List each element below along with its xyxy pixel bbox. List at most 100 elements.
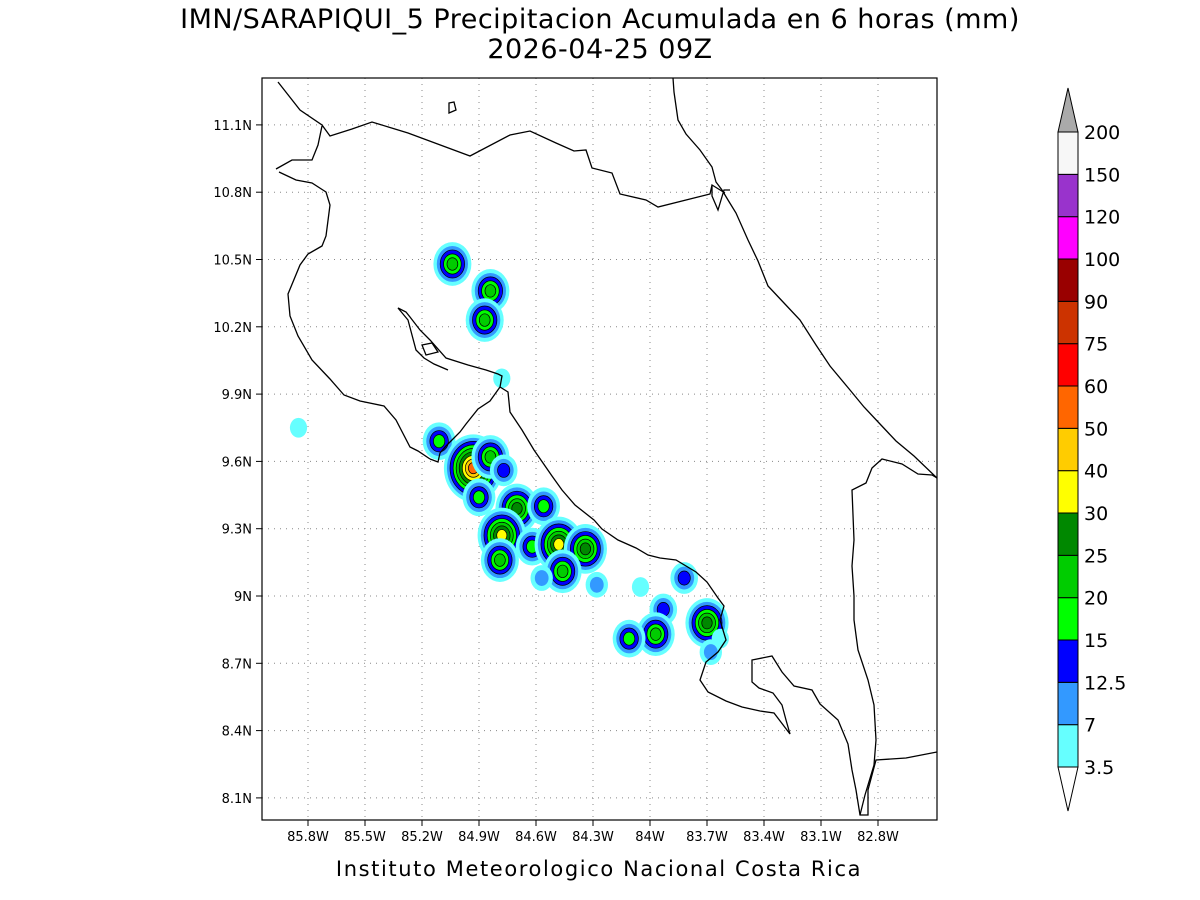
precip-cell	[543, 549, 582, 594]
colorbar-segment	[1057, 470, 1079, 514]
precip-contour	[446, 257, 459, 271]
lake-nicaragua-shore	[277, 81, 726, 208]
precip-contour	[579, 542, 591, 556]
colorbar-segment	[1057, 724, 1079, 768]
lat-tick-label: 9.6N	[222, 455, 252, 470]
colorbar-segment	[1057, 258, 1079, 302]
lat-tick-label: 10.2N	[213, 321, 252, 336]
colorbar-label: 90	[1084, 291, 1108, 313]
precip-contour	[478, 313, 491, 327]
pacific-coast-north	[278, 171, 431, 460]
precipitation-field	[289, 242, 729, 665]
lon-tick-label: 84.9W	[458, 830, 500, 845]
lon-tick-label: 82.8W	[857, 830, 899, 845]
colorbar-label: 60	[1084, 376, 1108, 398]
lake-island	[448, 101, 457, 114]
panama-border	[851, 458, 937, 816]
colorbar-top-arrow	[1057, 87, 1079, 133]
lon-tick-label: 84W	[635, 830, 665, 845]
colorbar-segment	[1057, 173, 1079, 218]
lat-tick-label: 9N	[234, 590, 252, 605]
colorbar-label: 200	[1084, 122, 1120, 144]
colorbar-segment	[1057, 131, 1079, 175]
latitude-tick-labels: 11.1N 10.8N 10.5N 10.2N 9.9N 9.6N 9.3N 9N 8.7N 8.…	[213, 119, 252, 807]
precip-cell	[433, 242, 472, 286]
lat-tick-label: 9.9N	[222, 388, 252, 403]
colorbar-segment	[1057, 427, 1079, 472]
chart-subtitle-datetime: 2026-04-25 09Z	[487, 34, 713, 65]
precip-cell	[422, 422, 456, 461]
colorbar-label: 20	[1084, 588, 1108, 610]
colorbar-segment	[1057, 639, 1079, 683]
precip-cell	[670, 562, 698, 594]
lon-tick-label: 85.2W	[401, 830, 443, 845]
lon-tick-label: 83.7W	[686, 830, 728, 845]
precip-cell	[489, 454, 518, 487]
precip-contour	[289, 417, 308, 438]
map-frame-background	[262, 78, 937, 820]
precip-cell	[462, 478, 496, 517]
precip-contour	[484, 284, 497, 298]
precip-cell	[631, 577, 650, 597]
precip-contour	[703, 644, 718, 661]
precip-contour	[556, 564, 569, 578]
colorbar-label: 40	[1084, 461, 1108, 483]
lat-tick-label: 10.8N	[213, 186, 252, 201]
colorbar-label: 3.5	[1084, 757, 1114, 779]
precip-cell	[699, 639, 722, 665]
lon-tick-label: 85.5W	[344, 830, 386, 845]
precip-contour	[677, 570, 691, 586]
colorbar-segment	[1057, 512, 1079, 556]
precip-contour	[497, 462, 511, 478]
precip-contour	[494, 553, 506, 567]
colorbar-label: 150	[1084, 164, 1120, 186]
gulf-of-nicoya	[397, 307, 503, 463]
precip-contour	[631, 577, 650, 597]
colorbar-segment	[1057, 554, 1079, 599]
footer-credit: Instituto Meteorologico Nacional Costa R…	[335, 857, 863, 881]
colorbar-segment	[1057, 216, 1079, 260]
precip-cell	[480, 538, 519, 582]
precip-contour	[589, 576, 604, 593]
lat-tick-label: 8.1N	[222, 792, 252, 807]
caribbean-coast	[672, 78, 937, 479]
lat-tick-label: 9.3N	[222, 523, 252, 538]
lon-tick-label: 85.8W	[287, 830, 329, 845]
precip-cell	[530, 565, 553, 591]
colorbar-label: 120	[1084, 207, 1120, 229]
nicaragua-border	[275, 125, 323, 170]
precip-contour	[553, 538, 565, 551]
map-gridlines	[256, 78, 937, 826]
lat-tick-label: 10.5N	[213, 254, 252, 269]
longitude-tick-labels: 85.8W 85.5W 85.2W 84.9W 84.6W 84.3W 84W 83.7W 83…	[287, 830, 899, 845]
precip-contour	[484, 450, 497, 464]
colorbar-bottom-arrow	[1057, 766, 1079, 812]
colorbar-label: 50	[1084, 418, 1108, 440]
precip-contour	[472, 490, 486, 505]
colorbar-label: 7	[1084, 715, 1096, 737]
coastline-borders	[275, 78, 937, 816]
lon-tick-label: 83.4W	[743, 830, 785, 845]
precip-contour	[537, 499, 550, 514]
lon-tick-label: 84.6W	[515, 830, 557, 845]
precip-cell	[465, 298, 504, 342]
precip-contour	[534, 570, 549, 586]
colorbar-label: 75	[1084, 334, 1108, 356]
lon-tick-label: 83.1W	[800, 830, 842, 845]
colorbar-segment	[1057, 385, 1079, 429]
lat-tick-label: 11.1N	[213, 119, 252, 134]
colorbar-label: 100	[1084, 249, 1120, 271]
lon-tick-label: 84.3W	[572, 830, 614, 845]
colorbar-label: 25	[1084, 545, 1108, 567]
colorbar-segment	[1057, 343, 1079, 387]
colorbar-legend: 3.5 7 12.5 15 20 25 30 40 50 60 75 90 100 120 150 200	[1057, 87, 1126, 812]
precip-cell	[289, 417, 308, 438]
map-frame	[261, 77, 938, 821]
colorbar-segment	[1057, 681, 1079, 726]
precip-cell	[527, 487, 560, 526]
chart-title: IMN/SARAPIQUI_5 Precipitacion Acumulada …	[180, 4, 1020, 35]
precip-contour	[433, 434, 446, 449]
lat-tick-label: 8.7N	[222, 657, 252, 672]
colorbar-segment	[1057, 300, 1079, 345]
